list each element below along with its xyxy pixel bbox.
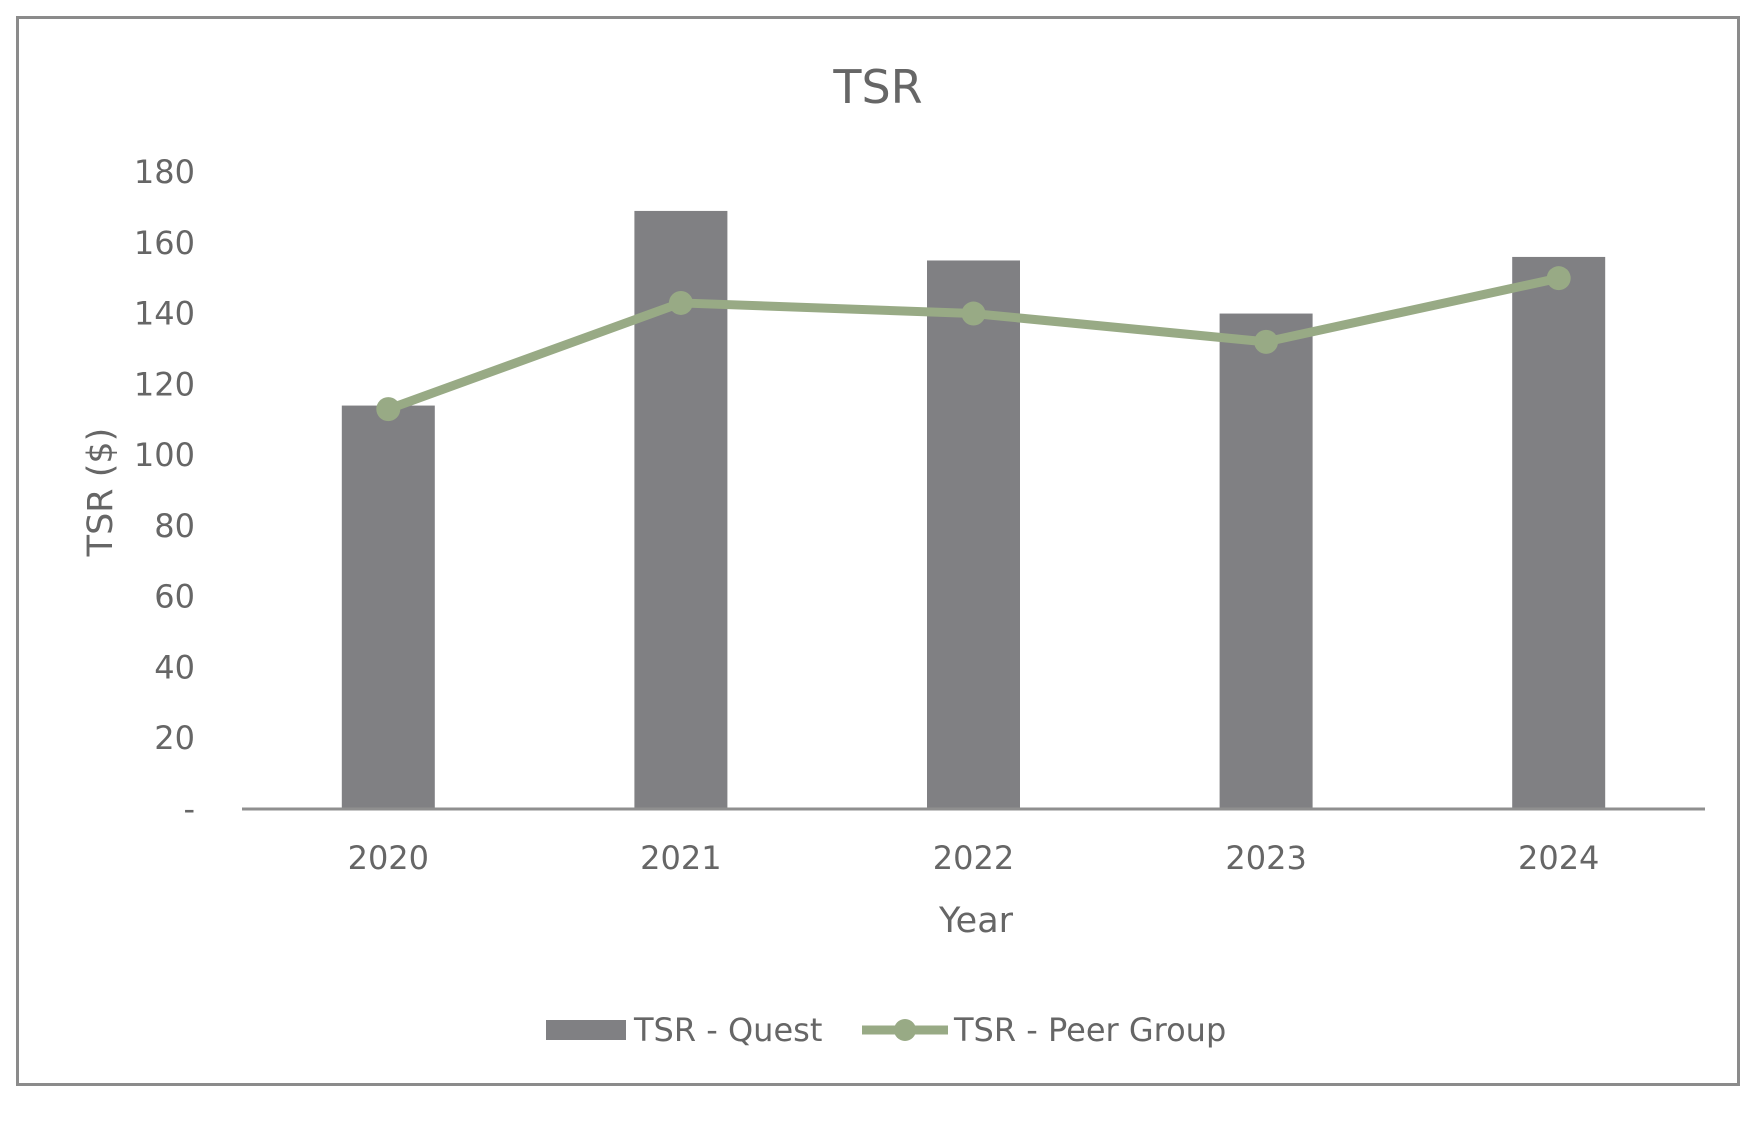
chart-title: TSR: [832, 60, 922, 114]
x-tick-label: 2021: [640, 839, 721, 877]
legend-marker-peer-group: [894, 1019, 916, 1041]
point-2021: [668, 290, 693, 315]
point-2023: [1254, 329, 1279, 354]
x-tick-label: 2022: [933, 839, 1014, 877]
x-axis-ticks: 2020 2021 2022 2023 2024: [348, 839, 1600, 877]
y-tick-label: 180: [134, 153, 195, 191]
legend-swatch-quest: [546, 1020, 626, 1040]
point-2022: [961, 301, 986, 326]
y-tick-label: 80: [154, 507, 195, 545]
y-tick-label: 40: [154, 648, 195, 686]
bar-2023: [1219, 313, 1313, 809]
bar-series-quest: [341, 210, 1606, 809]
y-tick-label: 120: [134, 365, 195, 403]
bar-2024: [1512, 256, 1606, 809]
point-2020: [376, 397, 401, 422]
legend-label-quest: TSR - Quest: [633, 1011, 822, 1049]
y-tick-label: 60: [154, 578, 195, 616]
chart-frame: [16, 16, 1740, 1086]
x-tick-label: 2020: [348, 839, 429, 877]
x-axis-title: Year: [938, 901, 1014, 941]
bar-2022: [927, 260, 1020, 809]
legend: TSR - Quest TSR - Peer Group: [546, 1011, 1226, 1049]
y-tick-label: 20: [154, 719, 195, 757]
y-axis-title: TSR ($): [81, 428, 121, 558]
y-tick-label: 140: [134, 295, 195, 333]
line-series-peer-group: [376, 266, 1571, 422]
point-2024: [1546, 266, 1571, 291]
bar-2020: [341, 405, 435, 809]
y-tick-label: -: [183, 790, 195, 828]
y-tick-label: 100: [134, 436, 195, 474]
y-axis-ticks: - 20 40 60 80 100 120 140 160 180: [134, 153, 195, 828]
x-tick-label: 2023: [1225, 839, 1306, 877]
x-tick-label: 2024: [1518, 839, 1599, 877]
y-tick-label: 160: [134, 224, 195, 262]
legend-label-peer-group: TSR - Peer Group: [953, 1011, 1226, 1049]
